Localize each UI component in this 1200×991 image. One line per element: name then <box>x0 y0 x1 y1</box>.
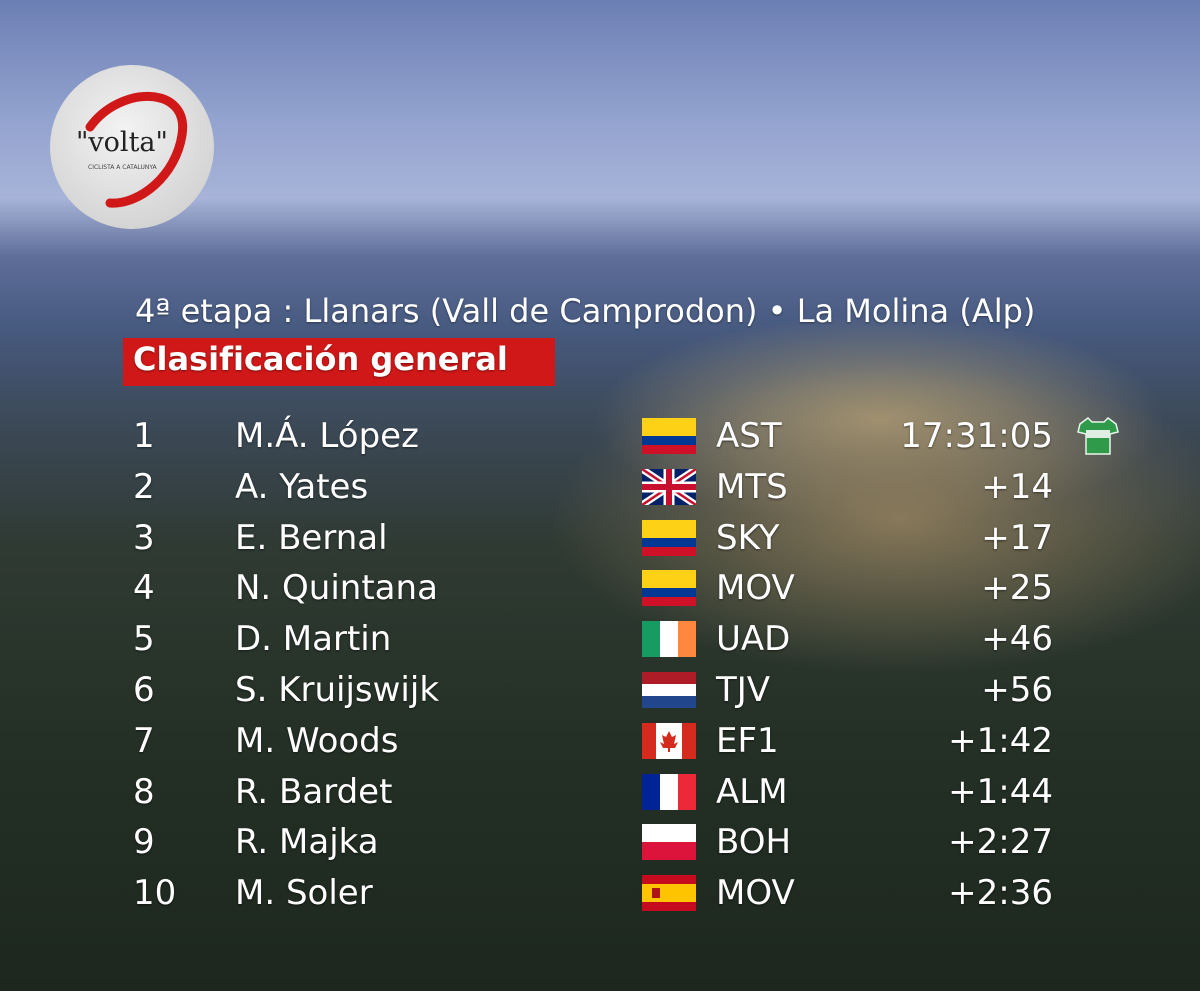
flag-graphic <box>642 519 696 556</box>
flag-graphic <box>642 570 696 607</box>
country-flag <box>642 875 696 912</box>
leader-jersey <box>1076 416 1130 455</box>
logo-subtitle: CICLISTA A CATALUNYA <box>88 164 157 171</box>
country-flag <box>642 722 696 759</box>
team-code: MOV <box>716 568 795 609</box>
time-gap: +2:27 <box>948 822 1053 863</box>
jersey-icon <box>1077 417 1119 455</box>
team-code: MOV <box>716 873 795 914</box>
logo-arc <box>85 92 188 208</box>
flag-graphic <box>642 418 696 454</box>
rank: 8 <box>133 771 155 812</box>
team-code: BOH <box>716 822 792 863</box>
team-code: EF1 <box>716 720 779 761</box>
flag-graphic <box>642 672 696 708</box>
team-code: SKY <box>716 517 780 558</box>
rider-name: D. Martin <box>235 619 392 660</box>
country-flag <box>640 465 698 508</box>
flag-graphic <box>642 875 696 912</box>
country-flag <box>642 519 696 556</box>
team-code: TJV <box>716 670 771 710</box>
rank: 3 <box>133 517 155 558</box>
time-gap: +25 <box>981 568 1053 609</box>
time-gap: +46 <box>981 619 1053 660</box>
country-flag <box>642 418 696 454</box>
time-gap: +1:44 <box>948 771 1053 812</box>
rider-name: S. Kruijswijk <box>235 670 440 710</box>
rider-name: N. Quintana <box>235 568 438 609</box>
logo-name: "volta" <box>76 127 168 158</box>
rank: 9 <box>133 822 155 863</box>
rider-name: R. Bardet <box>235 771 393 812</box>
logo: "volta" CICLISTA A CATALUNYA <box>50 65 214 229</box>
flag-graphic <box>642 621 696 658</box>
country-flag <box>642 621 696 658</box>
team-code: AST <box>716 416 782 456</box>
rank: 5 <box>133 619 155 660</box>
rank: 6 <box>133 670 155 710</box>
time-gap: +17 <box>981 517 1053 558</box>
team-code: UAD <box>716 619 791 660</box>
time-gap: 17:31:05 <box>900 416 1053 456</box>
time-gap: +1:42 <box>948 720 1053 761</box>
rider-name: M. Woods <box>235 720 399 761</box>
country-flag <box>642 570 696 607</box>
rank: 2 <box>133 466 155 507</box>
rider-name: R. Majka <box>235 822 379 863</box>
country-flag <box>642 824 696 861</box>
flag-graphic <box>642 722 696 759</box>
country-flag <box>642 773 696 810</box>
rank: 10 <box>133 873 177 914</box>
rider-name: A. Yates <box>235 466 369 507</box>
flag-graphic <box>640 465 698 508</box>
rank: 4 <box>133 568 155 609</box>
team-code: MTS <box>716 466 788 507</box>
rank: 7 <box>133 720 155 761</box>
time-gap: +2:36 <box>948 873 1053 914</box>
rider-name: M.Á. López <box>235 416 419 456</box>
country-flag <box>642 672 696 708</box>
rank: 1 <box>133 416 155 456</box>
rider-name: M. Soler <box>235 873 373 914</box>
time-gap: +56 <box>981 670 1053 710</box>
label-box <box>123 338 555 386</box>
rider-name: E. Bernal <box>235 517 388 558</box>
flag-graphic <box>642 773 696 810</box>
time-gap: +14 <box>981 466 1053 507</box>
classification-title: Clasificación general <box>133 340 508 378</box>
flag-graphic <box>642 824 696 861</box>
stage-title: 4ª etapa : Llanars (Vall de Camprodon) •… <box>135 292 1036 330</box>
team-code: ALM <box>716 771 788 812</box>
